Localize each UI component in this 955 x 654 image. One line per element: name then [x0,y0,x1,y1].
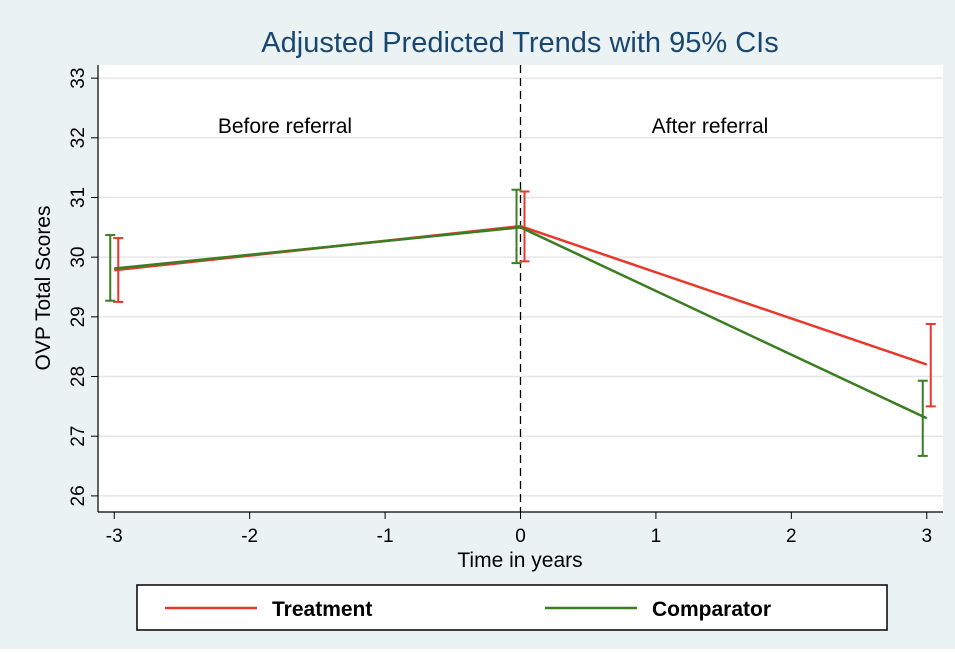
y-tick-label: 31 [68,187,89,208]
series-line [114,226,928,420]
x-tick-label: 3 [921,526,932,547]
error-bar [925,323,936,408]
chart-title: Adjusted Predicted Trends with 95% CIs [261,27,778,59]
error-bar [511,188,522,265]
y-tick-label: 27 [68,426,89,447]
error-bar [105,234,116,302]
y-tick-label: 26 [68,485,89,506]
x-tick-label: -1 [377,526,394,547]
y-tick-label: 33 [68,68,89,89]
x-tick-label: 0 [515,526,526,547]
legend [136,584,888,631]
y-tick-label: 29 [68,306,89,327]
legend-label: Comparator [652,598,771,621]
error-bar [113,237,124,303]
legend-label: Treatment [272,598,372,621]
x-tick-label: -2 [241,526,258,547]
x-tick-label: 1 [651,526,662,547]
y-axis-label: OVP Total Scores [32,206,55,371]
y-tick-label: 28 [68,366,89,387]
annotation: After referral [652,115,769,138]
x-axis-label: Time in years [457,549,582,572]
x-tick-label: -3 [106,526,123,547]
annotation: Before referral [218,115,352,138]
y-tick-label: 32 [68,127,89,148]
error-bar [917,379,928,457]
y-tick-label: 30 [68,247,89,268]
error-bar [519,190,530,263]
x-tick-label: 2 [786,526,797,547]
